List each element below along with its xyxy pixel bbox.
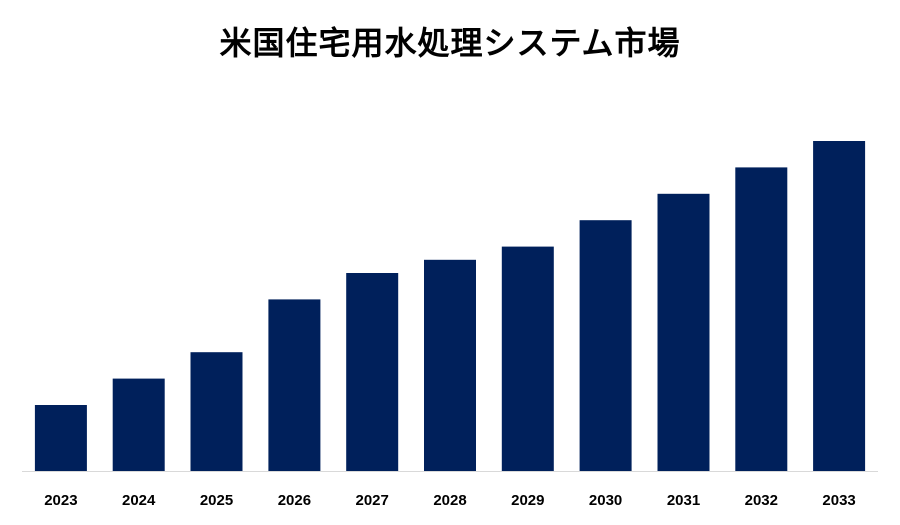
bar-2027 bbox=[346, 273, 399, 471]
x-tick-label-2026: 2026 bbox=[278, 492, 311, 509]
bar-2025 bbox=[190, 352, 243, 471]
bar-2030 bbox=[579, 220, 632, 471]
bar-2032 bbox=[735, 167, 788, 471]
x-tick-label-2033: 2033 bbox=[822, 492, 855, 509]
bar-2028 bbox=[424, 259, 476, 471]
x-tick-label-2028: 2028 bbox=[433, 492, 466, 509]
chart-title: 米国住宅用水処理システム市場 bbox=[219, 24, 681, 62]
bar-2026 bbox=[268, 299, 321, 471]
x-tick-label-2024: 2024 bbox=[122, 492, 156, 509]
bar-2033 bbox=[813, 141, 866, 471]
x-tick-label-2025: 2025 bbox=[200, 492, 233, 509]
bar-2031 bbox=[657, 193, 710, 472]
x-tick-label-2027: 2027 bbox=[356, 492, 389, 509]
x-tick-label-2032: 2032 bbox=[745, 492, 778, 509]
x-tick-label-2031: 2031 bbox=[667, 492, 700, 509]
bar-2023 bbox=[34, 405, 87, 471]
x-tick-label-2030: 2030 bbox=[589, 492, 622, 509]
bars-group bbox=[34, 141, 866, 472]
x-tick-label-2023: 2023 bbox=[44, 492, 77, 509]
x-tick-label-2029: 2029 bbox=[511, 492, 544, 509]
bar-2024 bbox=[112, 378, 165, 471]
bar-2029 bbox=[501, 246, 554, 471]
x-tick-labels: 2023 2024 2025 2026 2027 2028 2029 2030 2031 2032… bbox=[44, 492, 856, 509]
